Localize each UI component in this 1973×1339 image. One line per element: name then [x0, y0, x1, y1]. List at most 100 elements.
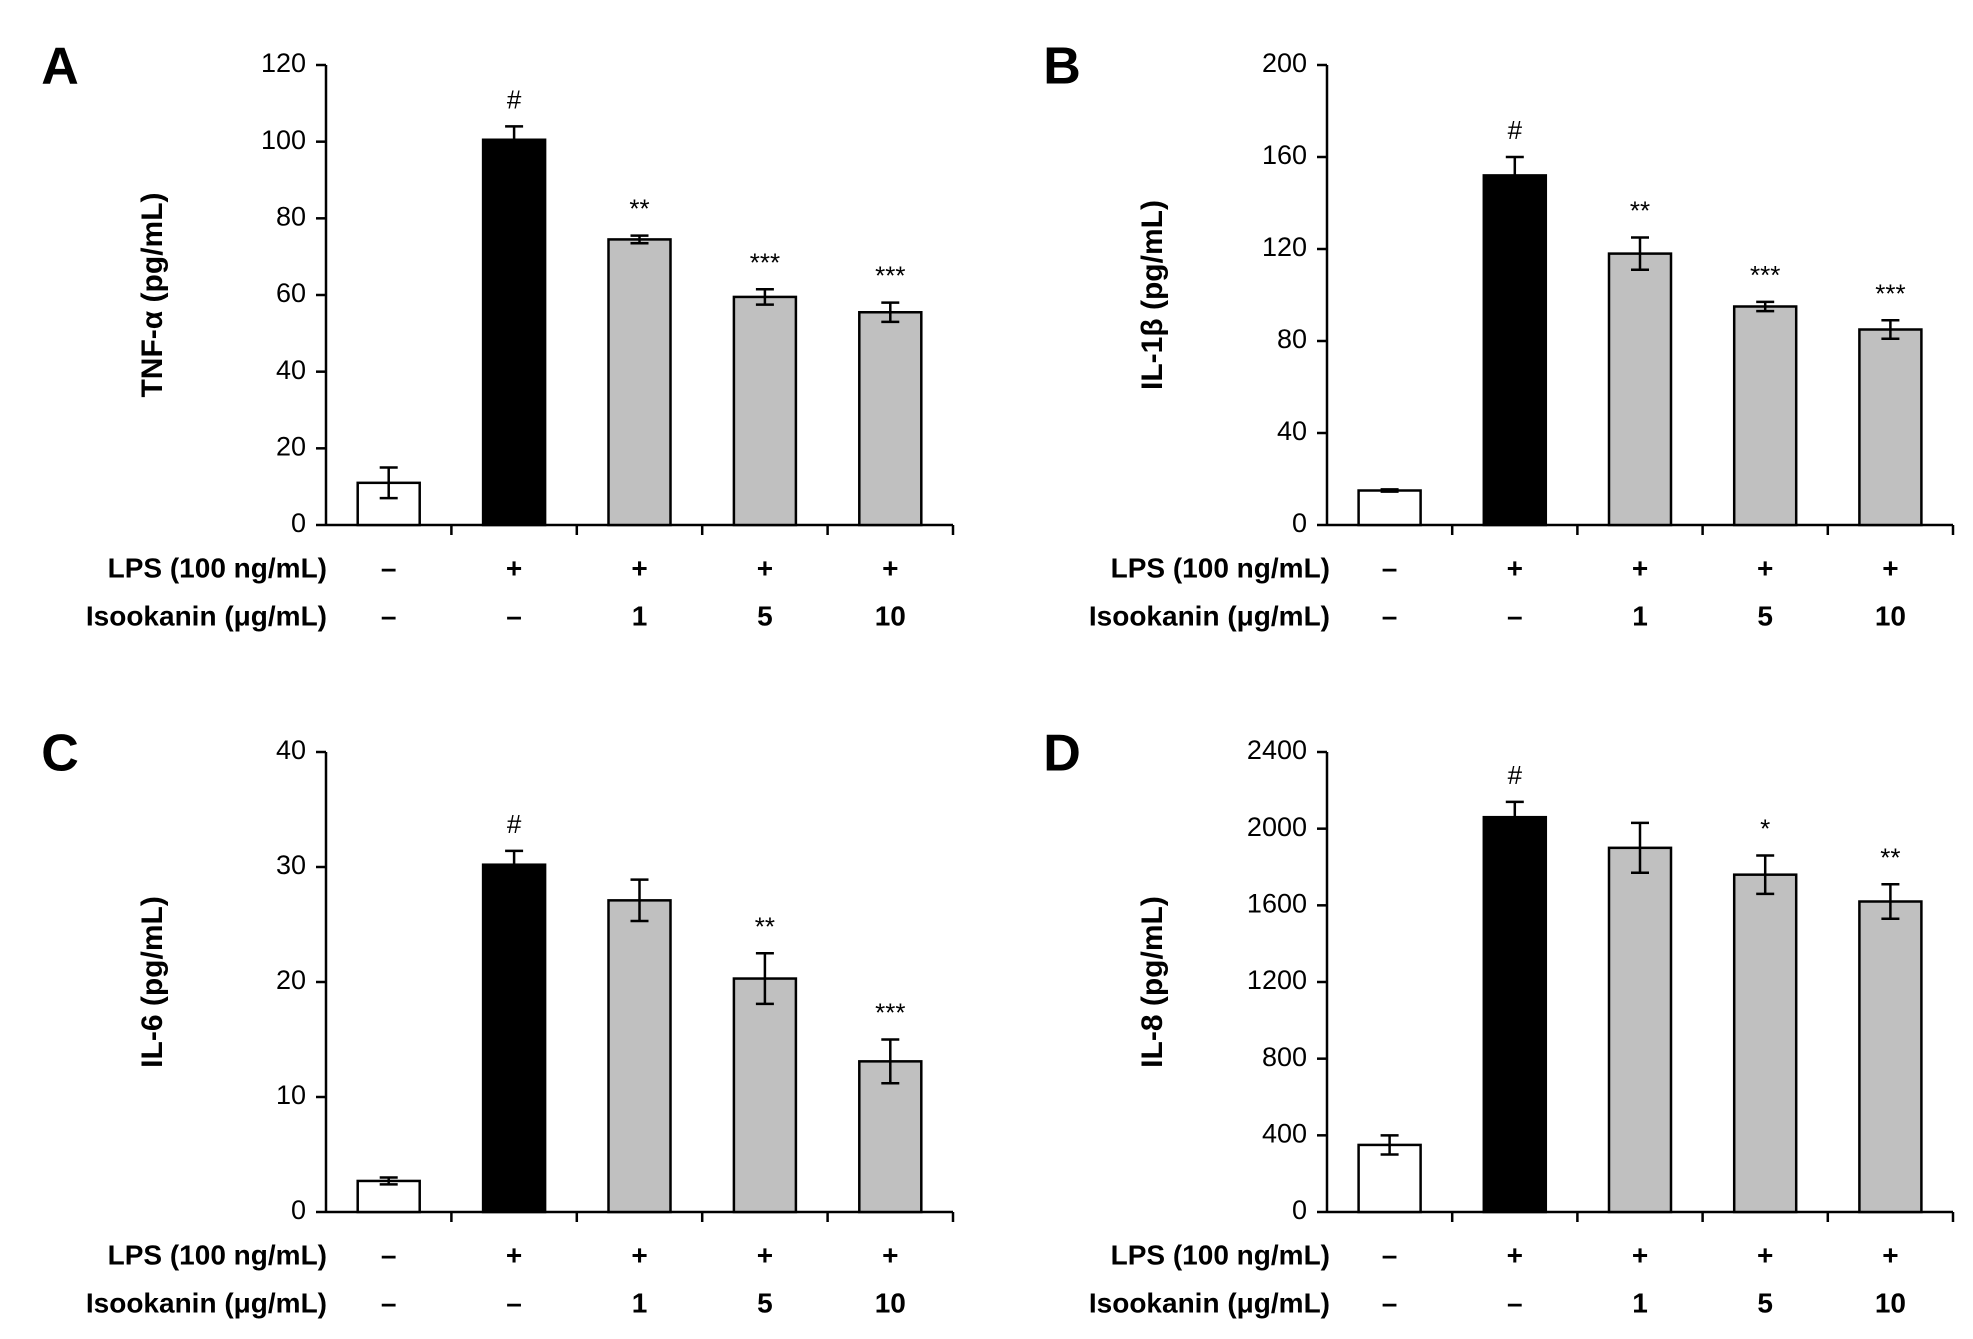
significance-mark-a: # [507, 84, 522, 114]
y-tick-label-b: 200 [1262, 48, 1307, 78]
y-tick-label-a: 40 [276, 355, 306, 385]
lps-condition-c: + [506, 1239, 522, 1270]
y-tick-label-b: 0 [1292, 508, 1307, 538]
isookanin-row-label-b: Isookanin (μg/mL) [1089, 600, 1330, 631]
significance-mark-a: *** [750, 247, 780, 277]
isookanin-condition-b: 1 [1632, 600, 1648, 631]
significance-mark-b: ** [1630, 196, 1650, 226]
lps-row-label-a: LPS (100 ng/mL) [108, 552, 327, 583]
y-axis-label-a: TNF-α (pg/mL) [136, 192, 169, 397]
isookanin-condition-c: – [381, 1287, 397, 1318]
bar-d [1357, 1143, 1422, 1214]
y-tick-label-a: 60 [276, 278, 306, 308]
lps-condition-c: + [757, 1239, 773, 1270]
lps-row-label-d: LPS (100 ng/mL) [1111, 1239, 1330, 1270]
lps-condition-d: + [1507, 1239, 1523, 1270]
bar-c [481, 863, 547, 1214]
bar-d [1607, 846, 1673, 1214]
lps-row-label-c: LPS (100 ng/mL) [108, 1239, 327, 1270]
significance-mark-a: *** [875, 261, 905, 291]
significance-mark-b: *** [1875, 278, 1905, 308]
bar-b [1858, 328, 1923, 527]
y-tick-label-a: 80 [276, 201, 306, 231]
panel-letter-b: B [1043, 38, 1081, 96]
y-tick-label-c: 0 [291, 1195, 306, 1225]
bar-d [1858, 900, 1923, 1214]
significance-mark-b: *** [1750, 260, 1780, 290]
y-tick-label-d: 1200 [1247, 965, 1307, 995]
lps-condition-d: + [1632, 1239, 1648, 1270]
lps-condition-b: – [1382, 552, 1398, 583]
significance-mark-d: * [1760, 814, 1770, 844]
y-tick-label-a: 100 [261, 125, 306, 155]
y-tick-label-d: 400 [1262, 1118, 1307, 1148]
y-tick-label-d: 2000 [1247, 812, 1307, 842]
significance-mark-d: # [1508, 760, 1523, 790]
lps-condition-c: + [631, 1239, 647, 1270]
isookanin-condition-c: – [506, 1287, 522, 1318]
panel-letter-c: C [41, 725, 79, 783]
bar-a [356, 481, 421, 527]
isookanin-condition-d: 5 [1757, 1287, 1773, 1318]
bar-b [1357, 489, 1422, 527]
lps-condition-b: + [1882, 552, 1898, 583]
lps-condition-c: – [381, 1239, 397, 1270]
bar-a [732, 295, 798, 527]
lps-condition-d: – [1382, 1239, 1398, 1270]
y-tick-label-d: 1600 [1247, 888, 1307, 918]
isookanin-row-label-c: Isookanin (μg/mL) [86, 1287, 327, 1318]
isookanin-condition-d: 10 [1875, 1287, 1906, 1318]
lps-condition-b: + [1507, 552, 1523, 583]
y-tick-label-d: 0 [1292, 1195, 1307, 1225]
significance-mark-d: ** [1880, 842, 1900, 872]
lps-condition-b: + [1757, 552, 1773, 583]
lps-condition-d: + [1882, 1239, 1898, 1270]
bar-b [1732, 305, 1798, 527]
y-tick-label-c: 40 [276, 735, 306, 765]
y-tick-label-a: 120 [261, 48, 306, 78]
significance-mark-a: ** [629, 194, 649, 224]
bar-c [607, 899, 672, 1214]
bar-b [1607, 252, 1673, 527]
y-tick-label-b: 160 [1262, 140, 1307, 170]
y-tick-label-a: 20 [276, 431, 306, 461]
isookanin-condition-a: 1 [632, 600, 648, 631]
isookanin-condition-d: – [1507, 1287, 1523, 1318]
isookanin-condition-c: 10 [875, 1287, 906, 1318]
isookanin-condition-c: 5 [757, 1287, 773, 1318]
y-tick-label-c: 30 [276, 850, 306, 880]
isookanin-condition-b: 5 [1757, 600, 1773, 631]
isookanin-condition-c: 1 [632, 1287, 648, 1318]
y-tick-label-d: 2400 [1247, 735, 1307, 765]
y-axis-label-c: IL-6 (pg/mL) [136, 896, 169, 1068]
isookanin-condition-b: 10 [1875, 600, 1906, 631]
panel-letter-d: D [1043, 725, 1081, 783]
y-tick-label-a: 0 [291, 508, 306, 538]
panel-letter-a: A [41, 38, 79, 96]
y-tick-label-b: 80 [1277, 324, 1307, 354]
isookanin-condition-a: – [381, 600, 397, 631]
bar-d [1482, 815, 1548, 1214]
lps-condition-d: + [1757, 1239, 1773, 1270]
lps-condition-a: + [757, 552, 773, 583]
y-tick-label-d: 800 [1262, 1042, 1307, 1072]
significance-mark-c: *** [875, 998, 905, 1028]
bar-c [732, 977, 798, 1214]
significance-mark-c: # [507, 809, 522, 839]
isookanin-row-label-d: Isookanin (μg/mL) [1089, 1287, 1330, 1318]
bar-a [607, 238, 672, 527]
lps-condition-b: + [1632, 552, 1648, 583]
isookanin-condition-b: – [1382, 600, 1398, 631]
significance-mark-c: ** [755, 911, 775, 941]
y-axis-label-b: IL-1β (pg/mL) [1136, 200, 1169, 390]
y-tick-label-b: 120 [1262, 232, 1307, 262]
isookanin-row-label-a: Isookanin (μg/mL) [86, 600, 327, 631]
bar-b [1482, 174, 1548, 527]
significance-mark-b: # [1508, 115, 1523, 145]
y-tick-label-b: 40 [1277, 416, 1307, 446]
bar-d [1732, 873, 1798, 1214]
y-tick-label-c: 10 [276, 1080, 306, 1110]
lps-condition-a: + [506, 552, 522, 583]
isookanin-condition-d: 1 [1632, 1287, 1648, 1318]
